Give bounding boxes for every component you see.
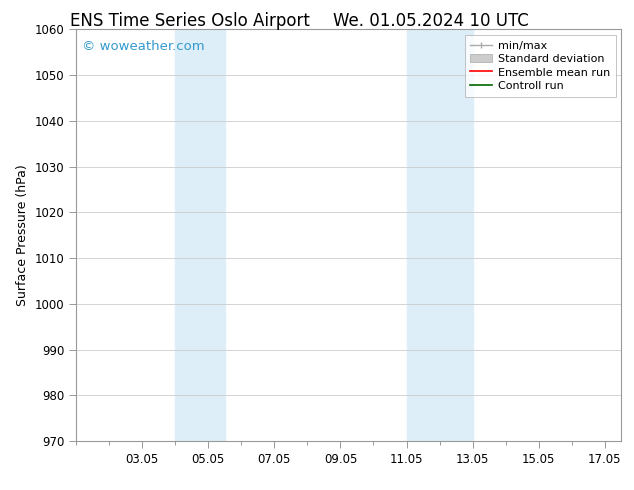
Text: We. 01.05.2024 10 UTC: We. 01.05.2024 10 UTC	[333, 12, 529, 30]
Y-axis label: Surface Pressure (hPa): Surface Pressure (hPa)	[16, 164, 29, 306]
Bar	[175, 29, 225, 441]
Text: © woweather.com: © woweather.com	[82, 40, 204, 53]
Bar	[406, 29, 472, 441]
Text: ENS Time Series Oslo Airport: ENS Time Series Oslo Airport	[70, 12, 310, 30]
Legend: min/max, Standard deviation, Ensemble mean run, Controll run: min/max, Standard deviation, Ensemble me…	[465, 35, 616, 97]
